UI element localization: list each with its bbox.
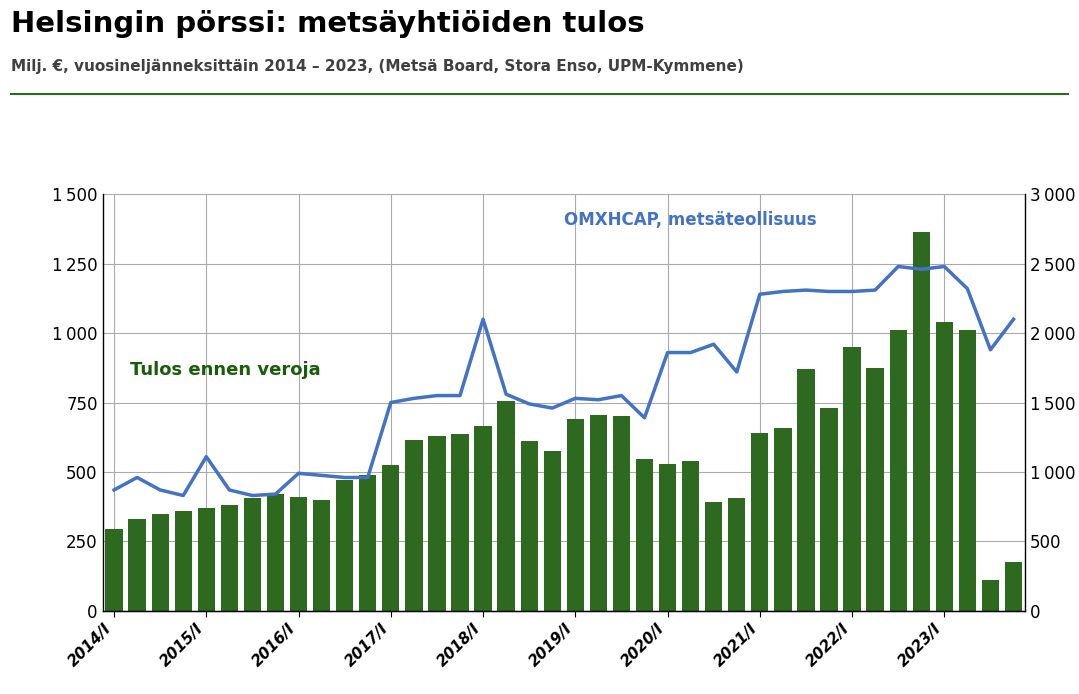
Bar xyxy=(613,416,630,611)
Bar xyxy=(797,369,815,611)
Bar xyxy=(290,497,308,611)
Bar xyxy=(313,500,330,611)
Bar xyxy=(221,505,238,611)
Bar xyxy=(982,580,999,611)
Bar xyxy=(566,419,584,611)
Bar xyxy=(728,498,746,611)
Bar xyxy=(659,464,677,611)
Bar xyxy=(682,461,699,611)
Bar xyxy=(820,408,837,611)
Bar xyxy=(175,511,192,611)
Bar xyxy=(705,502,722,611)
Bar xyxy=(359,475,377,611)
Bar xyxy=(844,347,861,611)
Bar xyxy=(866,368,884,611)
Bar xyxy=(935,322,953,611)
Bar xyxy=(520,441,537,611)
Bar xyxy=(590,415,607,611)
Bar xyxy=(151,514,168,611)
Bar xyxy=(889,330,906,611)
Bar xyxy=(197,508,215,611)
Bar xyxy=(475,426,492,611)
Bar xyxy=(128,519,146,611)
Text: Milj. €, vuosineljänneksittäin 2014 – 2023, (Metsä Board, Stora Enso, UPM-Kymmen: Milj. €, vuosineljänneksittäin 2014 – 20… xyxy=(11,59,743,74)
Bar xyxy=(406,440,423,611)
Bar xyxy=(428,436,446,611)
Bar xyxy=(959,330,976,611)
Bar xyxy=(244,498,261,611)
Text: Tulos ennen veroja: Tulos ennen veroja xyxy=(131,361,320,379)
Bar xyxy=(382,465,399,611)
Bar xyxy=(1005,562,1022,611)
Bar xyxy=(451,434,468,611)
Text: OMXHCAP, metsäteollisuus: OMXHCAP, metsäteollisuus xyxy=(563,211,817,229)
Bar xyxy=(336,480,353,611)
Text: Helsingin pörssi: metsäyhtiöiden tulos: Helsingin pörssi: metsäyhtiöiden tulos xyxy=(11,10,644,38)
Bar xyxy=(106,529,123,611)
Bar xyxy=(497,401,515,611)
Bar xyxy=(913,232,930,611)
Bar xyxy=(636,459,653,611)
Bar xyxy=(267,494,284,611)
Bar xyxy=(751,433,768,611)
Bar xyxy=(775,428,792,611)
Bar xyxy=(544,451,561,611)
